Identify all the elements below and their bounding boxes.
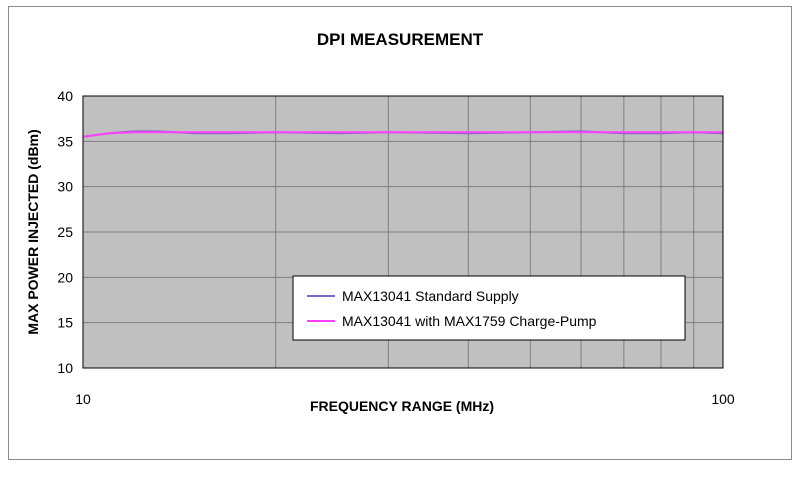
legend-box (292, 275, 686, 341)
plot-border (82, 95, 724, 369)
y-tick-label: 10 (57, 360, 73, 376)
legend-label-standard-supply: MAX13041 Standard Supply (342, 288, 519, 304)
legend-label-charge-pump: MAX13041 with MAX1759 Charge-Pump (342, 313, 597, 329)
y-axis-label: MAX POWER INJECTED (dBm) (25, 129, 41, 334)
series-line-charge-pump (82, 131, 723, 138)
chart-title: DPI MEASUREMENT (317, 30, 484, 49)
x-tick-label-100: 100 (711, 391, 735, 407)
y-tick-label: 25 (57, 224, 73, 240)
y-tick-label: 30 (57, 179, 73, 195)
y-tick-label: 20 (57, 269, 73, 285)
y-tick-label: 40 (57, 88, 73, 104)
x-tick-label-10: 10 (75, 391, 91, 407)
legend: MAX13041 Standard Supply MAX13041 with M… (292, 275, 686, 341)
y-axis-ticks: 10 15 20 25 30 35 40 (57, 88, 73, 376)
series-lines (82, 130, 724, 138)
x-axis-label: FREQUENCY RANGE (MHz) (310, 398, 494, 414)
y-tick-label: 15 (57, 315, 73, 331)
y-tick-label: 35 (57, 133, 73, 149)
